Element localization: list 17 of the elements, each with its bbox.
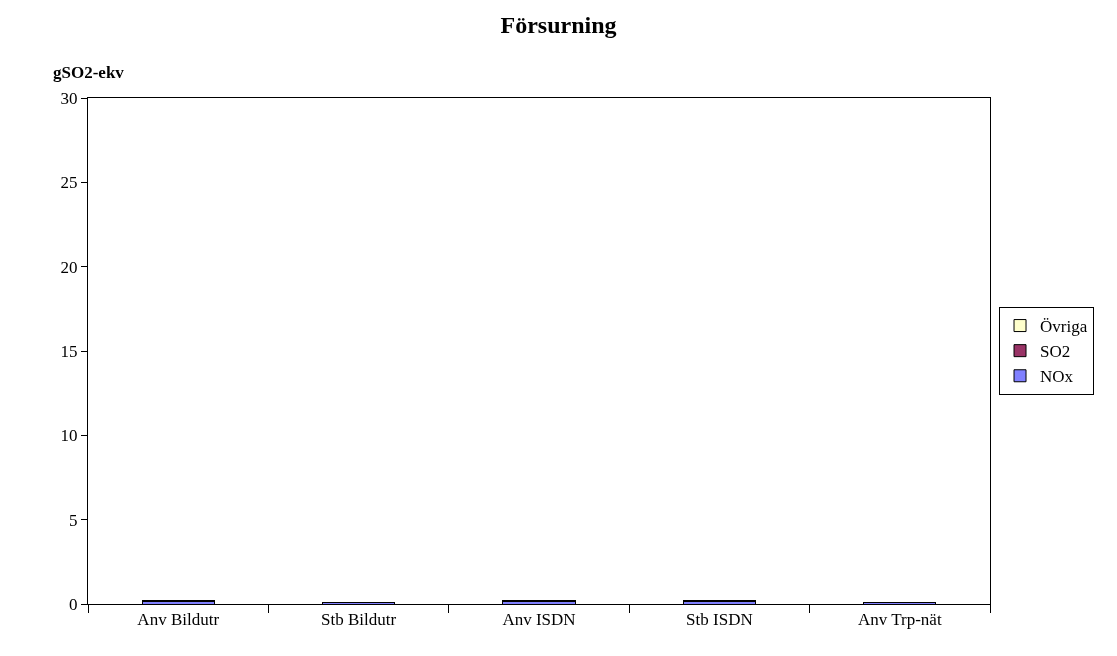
legend-label: Övriga bbox=[1040, 317, 1088, 337]
x-tick-label: Stb Bildutr bbox=[321, 610, 397, 630]
y-tick-label: 10 bbox=[60, 426, 78, 446]
legend-label: SO2 bbox=[1040, 342, 1071, 362]
y-tick-label: 25 bbox=[60, 173, 78, 193]
y-axis-title: gSO2-ekv bbox=[53, 63, 125, 82]
y-tick-label: 15 bbox=[60, 341, 78, 361]
x-tick-label: Anv ISDN bbox=[502, 610, 576, 630]
y-tick-label: 30 bbox=[60, 88, 78, 108]
x-tick-label: Anv Bildutr bbox=[137, 610, 220, 630]
x-tick-label: Stb ISDN bbox=[686, 610, 753, 630]
chart-title: Försurning bbox=[500, 12, 617, 39]
legend-label: NOx bbox=[1040, 367, 1074, 387]
x-tick-label: Anv Trp-nät bbox=[858, 610, 942, 630]
y-tick-label: 20 bbox=[60, 257, 78, 277]
y-tick-label: 5 bbox=[69, 510, 78, 530]
y-tick-label: 0 bbox=[69, 594, 78, 614]
